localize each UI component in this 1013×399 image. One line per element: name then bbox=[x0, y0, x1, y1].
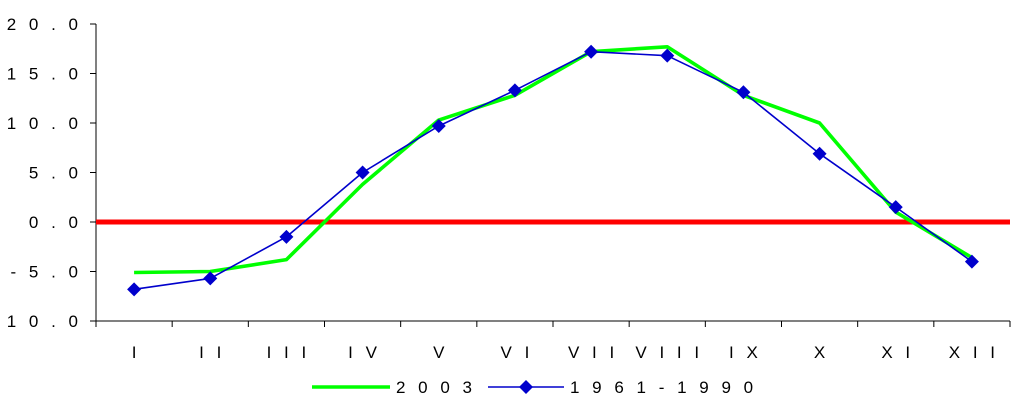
series-point bbox=[127, 282, 142, 297]
series-point bbox=[660, 48, 675, 63]
series-point bbox=[888, 200, 903, 215]
series-point bbox=[964, 254, 979, 269]
series-point bbox=[812, 146, 827, 161]
x-tick-label: I bbox=[132, 343, 141, 362]
series-point bbox=[355, 165, 370, 180]
series-point bbox=[584, 44, 599, 59]
y-tick-label: 1 0 . 0 bbox=[7, 114, 82, 133]
y-tick-label: 5 . 0 bbox=[29, 164, 82, 183]
series-point bbox=[507, 83, 522, 98]
x-tick-label: X bbox=[814, 343, 829, 362]
x-tick-label: I I bbox=[199, 343, 225, 362]
series-point bbox=[203, 271, 218, 286]
series-point bbox=[279, 229, 294, 244]
series-point bbox=[736, 85, 751, 100]
x-tick-label: X I I bbox=[949, 343, 999, 362]
legend: 2 0 0 3 1 9 6 1 - 1 9 9 0 bbox=[312, 378, 757, 397]
axes bbox=[90, 23, 1011, 327]
y-tick-label: 0 . 0 bbox=[29, 213, 82, 232]
legend-label-2003: 2 0 0 3 bbox=[396, 378, 476, 397]
y-tick-label: - 5 . 0 bbox=[11, 263, 82, 282]
tick-labels: - 1 0 . 0 - 5 . 0 0 . 0 5 . 0 1 0 . 0 1 5 . 0… bbox=[0, 15, 999, 362]
series-point bbox=[431, 118, 446, 133]
x-tick-label: V bbox=[433, 343, 448, 362]
x-tick-label: I I I bbox=[267, 343, 311, 362]
x-tick-label: I V bbox=[348, 343, 381, 362]
series-line-1 bbox=[133, 50, 973, 291]
x-tick-label: V I bbox=[501, 343, 534, 362]
y-tick-label: - 1 0 . 0 bbox=[0, 312, 82, 331]
legend-label-1961-1990: 1 9 6 1 - 1 9 9 0 bbox=[570, 378, 757, 397]
legend-marker-1961-1990 bbox=[519, 380, 533, 394]
x-tick-label: V I I bbox=[568, 343, 618, 362]
x-tick-label: X I bbox=[881, 343, 914, 362]
y-tick-label: 2 0 . 0 bbox=[7, 15, 82, 34]
x-tick-label: V I I I bbox=[635, 343, 703, 362]
x-tick-label: I X bbox=[729, 343, 762, 362]
series-group bbox=[127, 44, 979, 297]
series-line-0 bbox=[134, 44, 973, 275]
y-tick-label: 1 5 . 0 bbox=[7, 65, 82, 84]
